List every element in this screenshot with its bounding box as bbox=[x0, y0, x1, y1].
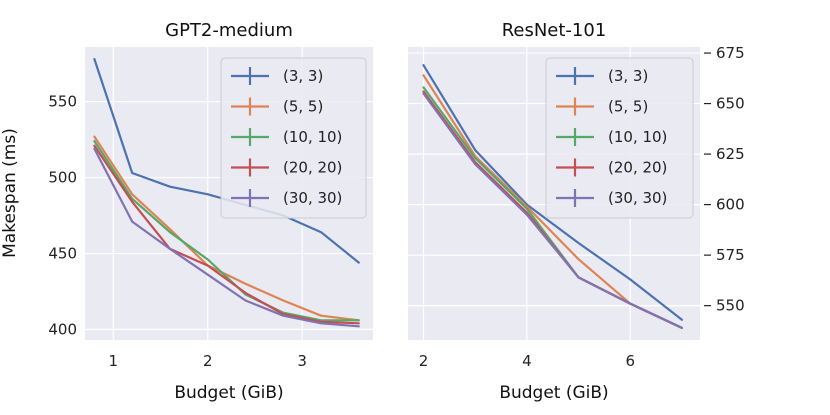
y-tick-label: 675 bbox=[716, 44, 745, 62]
series-line-20-20 bbox=[93, 144, 360, 325]
x-tick-label: 6 bbox=[625, 352, 635, 370]
x-tick-label: 1 bbox=[109, 352, 119, 370]
legend-label: (20, 20) bbox=[283, 159, 342, 177]
y-tick-label: 450 bbox=[48, 244, 77, 262]
series-line-5-5 bbox=[93, 135, 360, 322]
panel-resnet-101: (3, 3) (5, 5) (10, 10) (20, 20) (30, 30) Res… bbox=[408, 20, 745, 403]
series-line-10-10 bbox=[93, 140, 360, 322]
series-group-resnet bbox=[422, 64, 684, 329]
legend-label: (3, 3) bbox=[283, 67, 323, 85]
y-tick-label: 625 bbox=[716, 145, 745, 163]
x-axis-title-gpt2: Budget (GiB) bbox=[174, 383, 283, 403]
legend-label: (20, 20) bbox=[608, 159, 667, 177]
legend-label: (5, 5) bbox=[608, 98, 648, 116]
series-group-gpt2 bbox=[93, 57, 360, 328]
panel-title-gpt2: GPT2-medium bbox=[165, 20, 293, 41]
series-line-30-30 bbox=[422, 92, 684, 329]
ticks-resnet: 2 4 6 550 575 600 625 650 675 bbox=[419, 44, 745, 370]
x-tick-label: 2 bbox=[419, 352, 429, 370]
panel-title-resnet: ResNet-101 bbox=[502, 20, 607, 41]
legend-box bbox=[545, 57, 694, 219]
y-tick-label: 575 bbox=[716, 246, 745, 264]
legend-gpt2: (3, 3) (5, 5) (10, 10) (20, 20) (30, 30) bbox=[220, 57, 367, 219]
series-line-30-30 bbox=[93, 147, 360, 328]
y-tick-label: 650 bbox=[716, 95, 745, 113]
panel-gpt2-medium: (3, 3) (5, 5) (10, 10) (20, 20) (30, 30) GPT… bbox=[0, 20, 373, 403]
legend-label: (30, 30) bbox=[608, 189, 667, 207]
legend-label: (10, 10) bbox=[608, 128, 667, 146]
y-axis-title: Makespan (ms) bbox=[0, 128, 20, 258]
y-tick-label: 600 bbox=[716, 196, 745, 214]
ticks-gpt2: 1 2 3 400 450 500 550 bbox=[48, 93, 307, 370]
legend-label: (5, 5) bbox=[283, 98, 323, 116]
x-tick-label: 4 bbox=[522, 352, 532, 370]
legend-label: (3, 3) bbox=[608, 67, 648, 85]
y-tick-label: 400 bbox=[48, 320, 77, 338]
y-tick-label: 550 bbox=[716, 297, 745, 315]
x-tick-label: 3 bbox=[297, 352, 307, 370]
x-axis-title-resnet: Budget (GiB) bbox=[499, 383, 608, 403]
x-tick-label: 2 bbox=[203, 352, 213, 370]
y-tick-label: 500 bbox=[48, 169, 77, 187]
legend-resnet: (3, 3) (5, 5) (10, 10) (20, 20) (30, 30) bbox=[545, 57, 694, 219]
legend-label: (30, 30) bbox=[283, 189, 342, 207]
legend-label: (10, 10) bbox=[283, 128, 342, 146]
series-line-3-3 bbox=[422, 64, 684, 321]
legend-box bbox=[220, 57, 367, 219]
y-tick-label: 550 bbox=[48, 93, 77, 111]
